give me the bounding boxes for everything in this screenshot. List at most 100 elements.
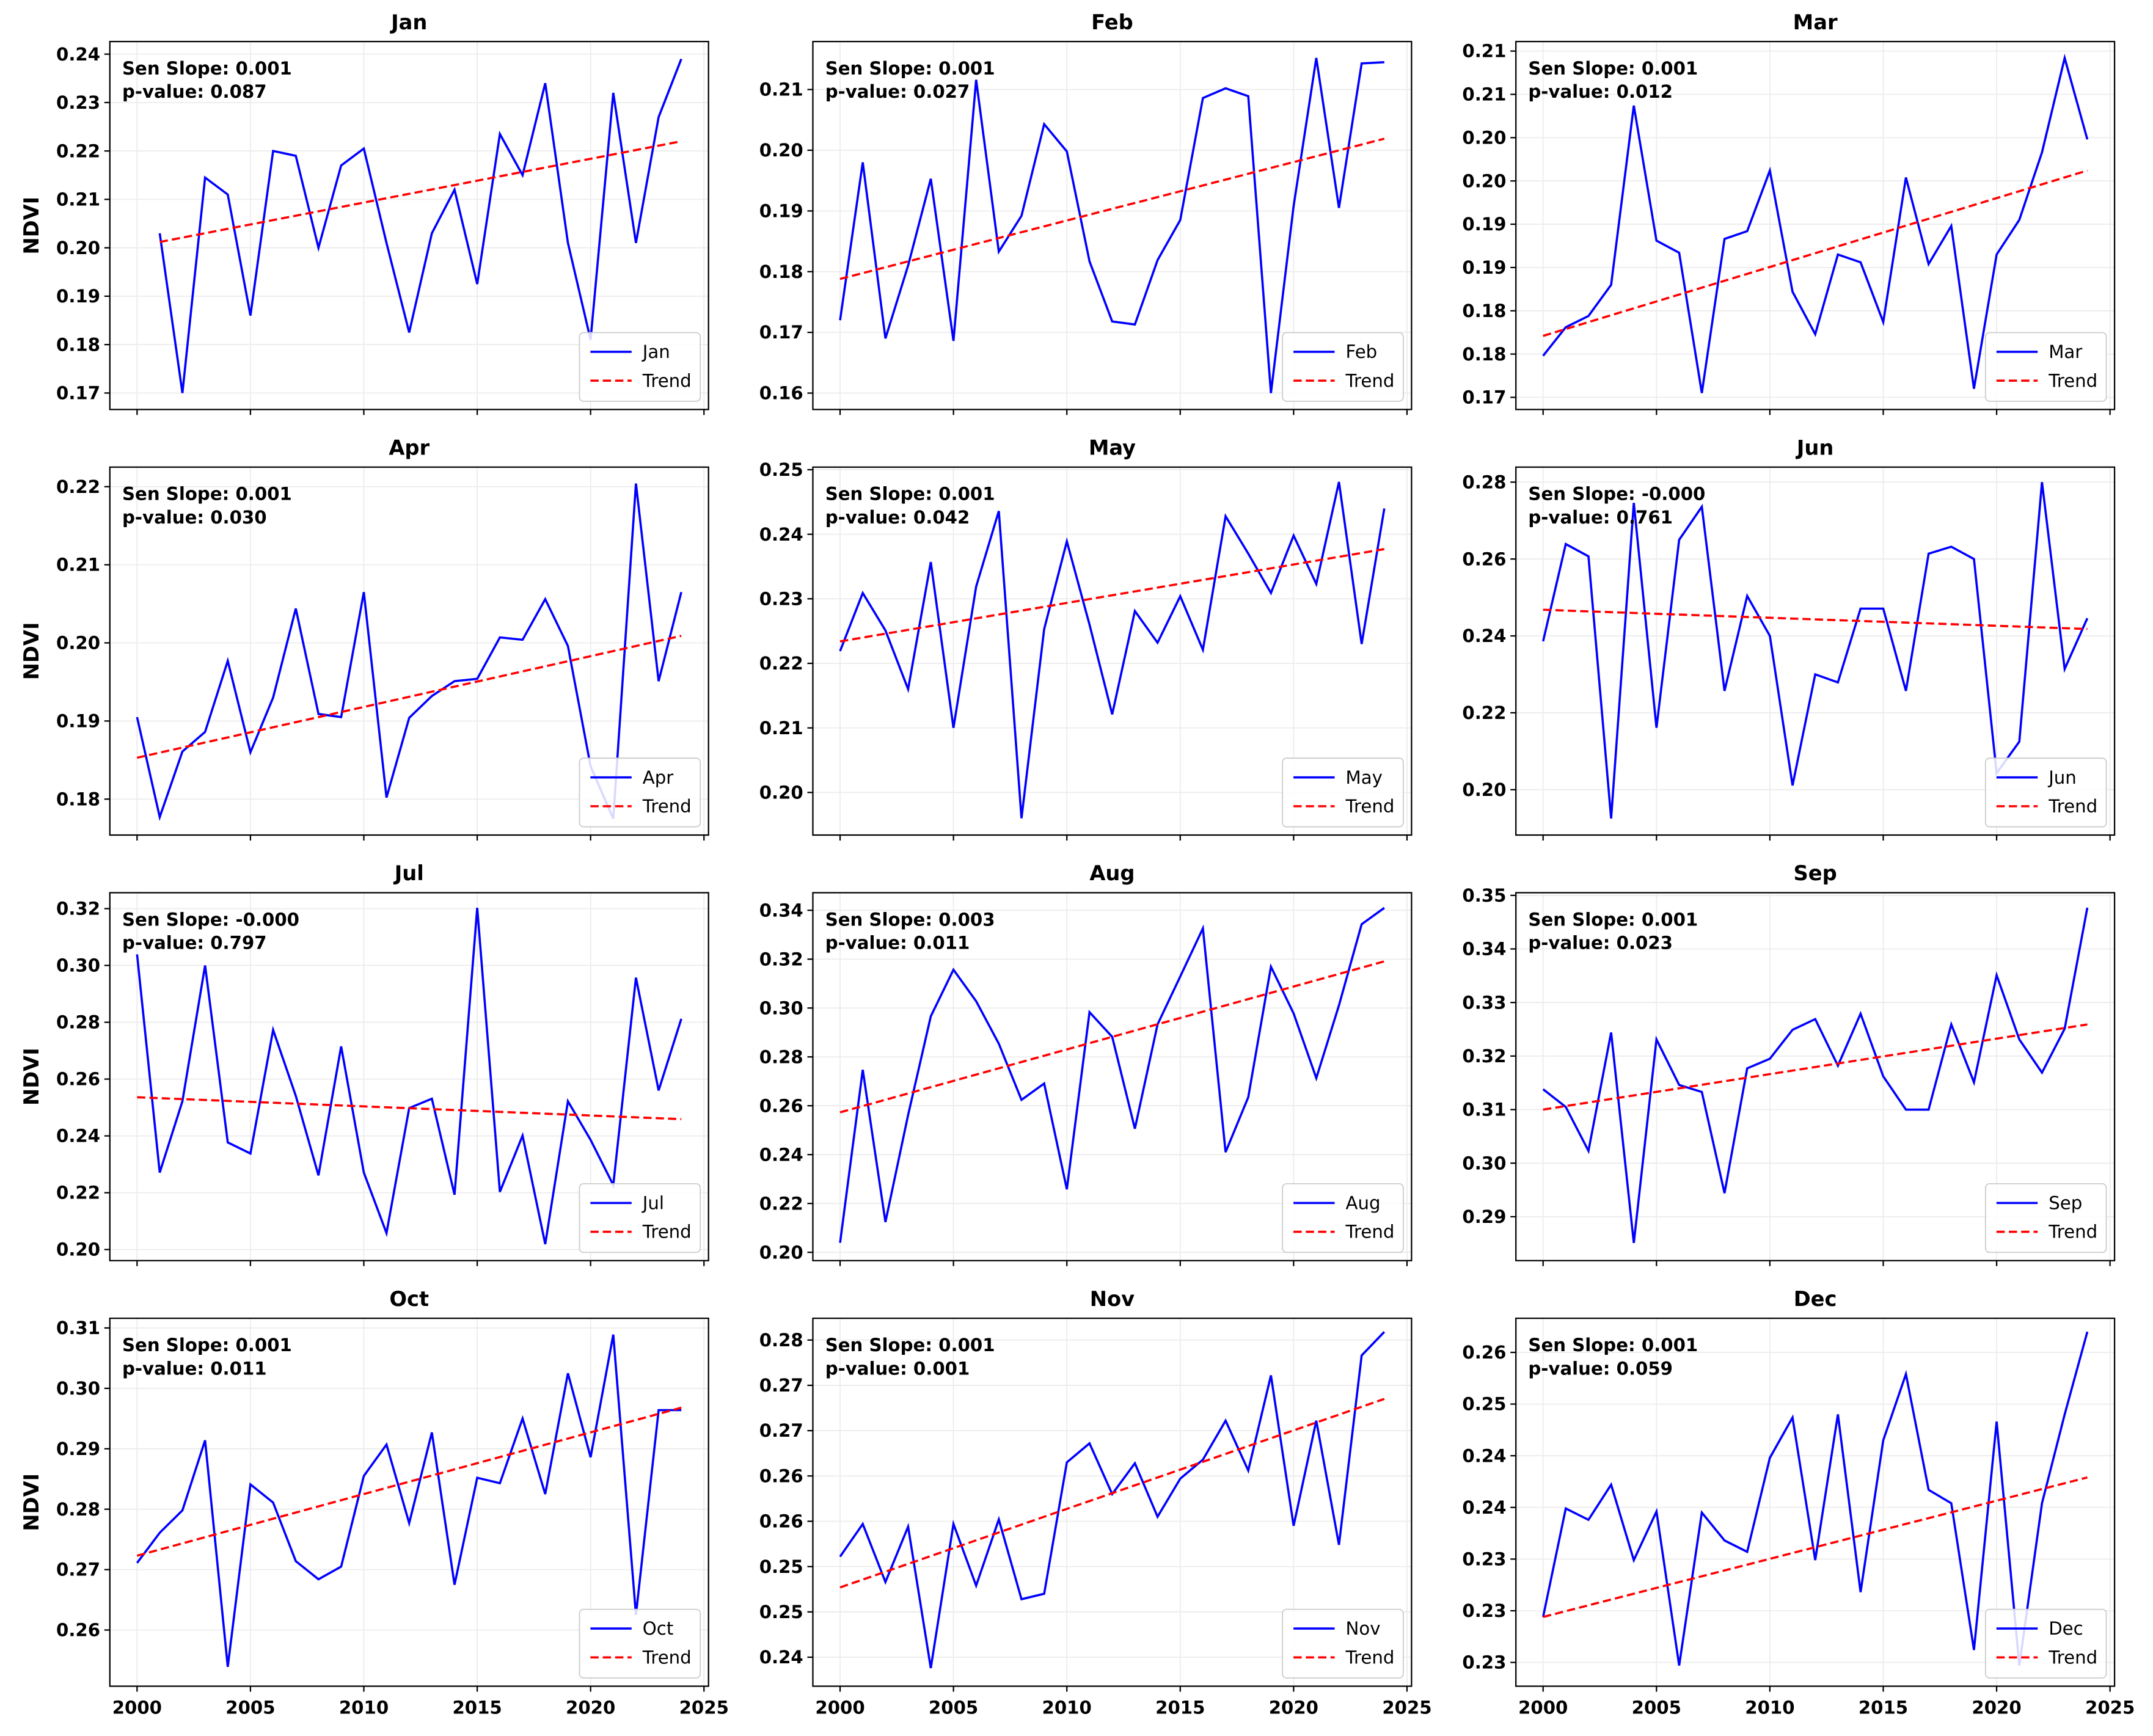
trend-line <box>1543 169 2088 337</box>
legend-label: Dec <box>2049 1618 2083 1639</box>
axes-frame <box>109 466 709 836</box>
axes-frame <box>1515 466 2116 836</box>
legend-box <box>579 1608 701 1679</box>
data-line <box>839 57 1384 393</box>
y-tick-label: 0.22 <box>1462 702 1506 723</box>
annotation: p-value: 0.027 <box>825 81 970 102</box>
y-tick-label: 0.33 <box>1462 992 1506 1013</box>
annotation: p-value: 0.059 <box>1528 1358 1673 1379</box>
axes-frame <box>812 1318 1413 1687</box>
axes-frame <box>109 1318 709 1687</box>
annotation: p-value: 0.761 <box>1528 507 1673 528</box>
y-tick-label: 0.20 <box>1462 127 1506 148</box>
annotation: Sen Slope: -0.000 <box>1528 484 1705 505</box>
legend-label: Feb <box>1346 341 1378 362</box>
annotation: Sen Slope: 0.003 <box>825 909 995 930</box>
y-tick-label: 0.21 <box>1462 41 1506 62</box>
axes-frame <box>1515 40 2116 410</box>
annotation: Sen Slope: -0.000 <box>122 909 299 930</box>
y-tick-label: 0.19 <box>1462 257 1506 278</box>
y-tick-label: 0.30 <box>759 997 803 1018</box>
trend-line <box>839 960 1385 1114</box>
panel-title: Apr <box>389 436 430 460</box>
x-tick-label: 2015 <box>1155 1697 1205 1718</box>
y-tick-label: 0.24 <box>56 44 100 65</box>
y-tick-label: 0.22 <box>56 476 100 497</box>
legend-label: Jan <box>642 341 670 362</box>
y-tick-label: 0.24 <box>759 524 803 545</box>
y-tick-label: 0.34 <box>1462 939 1506 960</box>
y-tick-label: 0.23 <box>1462 1548 1506 1569</box>
legend-box <box>1282 1183 1404 1253</box>
y-tick-label: 0.24 <box>759 1647 803 1668</box>
legend-label: Trend <box>2048 1647 2097 1668</box>
y-tick-label: 0.21 <box>759 79 803 100</box>
legend-box <box>1984 757 2107 828</box>
legend-box <box>1984 1183 2107 1253</box>
data-line <box>1542 53 2089 393</box>
x-tick-label: 2020 <box>1269 1697 1318 1718</box>
x-tick-label: 2015 <box>1859 1697 1908 1718</box>
y-tick-label: 0.24 <box>1462 1445 1506 1466</box>
trend-line <box>839 548 1385 643</box>
trend-line <box>136 635 682 759</box>
y-axis-label: NDVI <box>20 1048 43 1106</box>
legend-label: Trend <box>1345 796 1395 817</box>
y-tick-label: 0.24 <box>56 1126 100 1147</box>
y-tick-label: 0.23 <box>759 588 803 609</box>
x-tick-label: 2025 <box>1382 1697 1431 1718</box>
legend-label: Trend <box>642 370 692 391</box>
x-tick-label: 2020 <box>1972 1697 2021 1718</box>
y-tick-label: 0.22 <box>759 653 803 674</box>
y-tick-label: 0.29 <box>56 1439 100 1459</box>
data-line <box>839 906 1385 1243</box>
y-tick-label: 0.20 <box>1462 779 1506 800</box>
axes-frame <box>812 892 1413 1261</box>
data-line <box>158 58 682 393</box>
y-tick-label: 0.23 <box>1462 1652 1506 1673</box>
y-tick-label: 0.28 <box>759 1046 803 1067</box>
x-tick-label: 2025 <box>679 1697 729 1718</box>
x-tick-label: 2010 <box>1042 1697 1092 1718</box>
legend-label: Trend <box>2048 370 2097 391</box>
y-tick-label: 0.20 <box>759 140 803 161</box>
y-tick-label: 0.27 <box>56 1559 100 1580</box>
y-tick-label: 0.28 <box>56 1499 100 1520</box>
y-tick-label: 0.27 <box>759 1375 803 1396</box>
y-tick-label: 0.23 <box>56 92 100 113</box>
legend-box <box>1282 1608 1404 1679</box>
legend-box <box>579 332 701 402</box>
x-tick-label: 2005 <box>929 1697 978 1718</box>
legend-label: Jun <box>2047 767 2077 788</box>
axes-frame <box>109 892 709 1261</box>
y-tick-label: 0.19 <box>759 200 803 221</box>
trend-line <box>136 1406 682 1557</box>
annotation: p-value: 0.042 <box>825 507 970 528</box>
y-tick-label: 0.18 <box>56 789 100 809</box>
y-tick-label: 0.20 <box>56 633 100 654</box>
y-tick-label: 0.31 <box>56 1318 100 1338</box>
annotation: Sen Slope: 0.001 <box>1528 58 1698 79</box>
y-tick-label: 0.20 <box>56 1239 100 1260</box>
y-tick-label: 0.17 <box>759 322 803 343</box>
legend-label: Trend <box>642 1222 692 1242</box>
panel-title: Feb <box>1091 10 1133 34</box>
axes-frame <box>1515 892 2116 1261</box>
legend-label: Trend <box>1345 370 1395 391</box>
y-tick-label: 0.26 <box>759 1095 803 1116</box>
y-tick-label: 0.26 <box>759 1465 803 1486</box>
panel-title: Mar <box>1793 10 1838 34</box>
annotation: Sen Slope: 0.001 <box>122 58 292 79</box>
panel-title: Dec <box>1794 1287 1837 1311</box>
y-tick-label: 0.21 <box>759 718 803 739</box>
y-tick-label: 0.20 <box>56 238 100 258</box>
legend-box <box>579 757 701 828</box>
panel-title: Oct <box>389 1287 429 1311</box>
annotation: Sen Slope: 0.001 <box>122 484 292 505</box>
x-tick-label: 2015 <box>452 1697 502 1718</box>
data-line <box>839 481 1386 819</box>
y-tick-label: 0.19 <box>56 286 100 307</box>
trend-line <box>1543 1023 2088 1111</box>
y-tick-label: 0.20 <box>759 782 803 803</box>
y-tick-label: 0.25 <box>759 459 803 480</box>
